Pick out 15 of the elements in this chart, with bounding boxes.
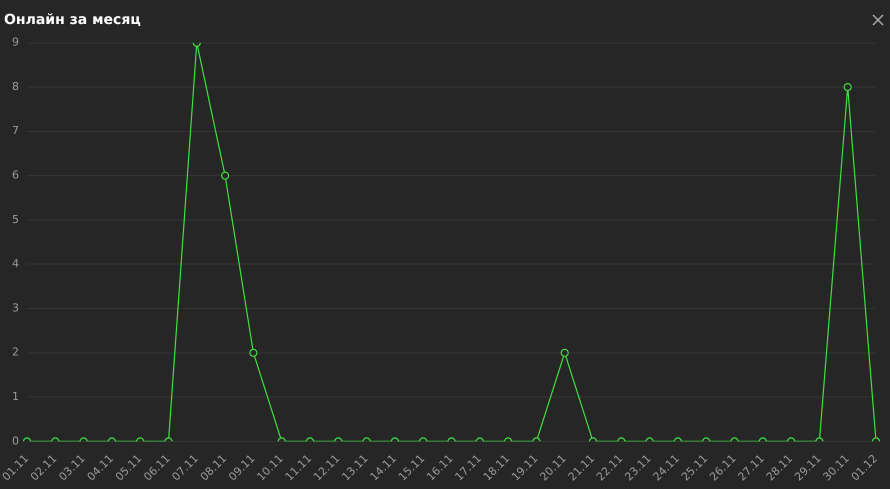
y-tick-label: 0 [12, 434, 19, 448]
y-tick-label: 3 [12, 301, 19, 314]
y-tick-label: 5 [12, 212, 19, 226]
y-tick-label: 4 [12, 257, 19, 270]
y-tick-label: 9 [12, 36, 19, 49]
point [221, 172, 230, 180]
point [560, 348, 569, 357]
y-tick-label: 6 [12, 168, 19, 182]
y-tick-label: 2 [12, 346, 19, 359]
y-tick-label: 7 [12, 124, 19, 138]
point [249, 348, 258, 357]
y-tick-label: 1 [12, 390, 19, 403]
point [844, 82, 852, 92]
y-tick-label: 8 [12, 80, 19, 93]
chart-title: Онлайн за месяц [4, 12, 141, 28]
